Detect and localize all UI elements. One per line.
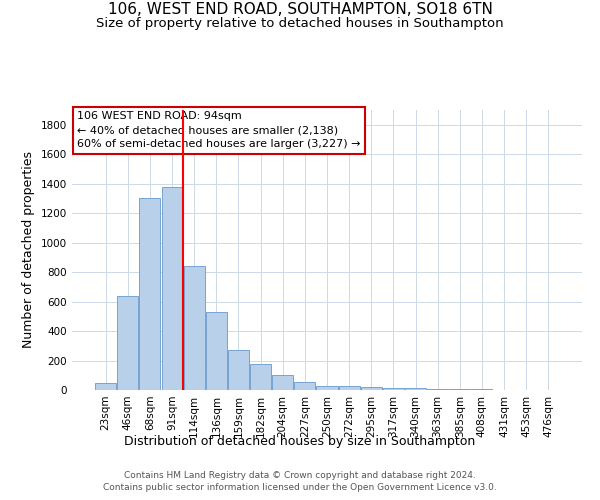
- Bar: [206, 312, 227, 390]
- Text: Size of property relative to detached houses in Southampton: Size of property relative to detached ho…: [96, 18, 504, 30]
- Bar: [272, 376, 293, 390]
- Bar: [361, 387, 382, 390]
- Text: Distribution of detached houses by size in Southampton: Distribution of detached houses by size …: [124, 435, 476, 448]
- Bar: [295, 382, 316, 390]
- Text: 106 WEST END ROAD: 94sqm
← 40% of detached houses are smaller (2,138)
60% of sem: 106 WEST END ROAD: 94sqm ← 40% of detach…: [77, 112, 361, 150]
- Bar: [161, 186, 182, 390]
- Bar: [383, 388, 404, 390]
- Text: Contains public sector information licensed under the Open Government Licence v3: Contains public sector information licen…: [103, 484, 497, 492]
- Text: Contains HM Land Registry data © Crown copyright and database right 2024.: Contains HM Land Registry data © Crown c…: [124, 471, 476, 480]
- Bar: [228, 350, 249, 390]
- Y-axis label: Number of detached properties: Number of detached properties: [22, 152, 35, 348]
- Bar: [95, 382, 116, 390]
- Bar: [405, 388, 426, 390]
- Bar: [472, 388, 493, 390]
- Bar: [184, 266, 205, 390]
- Bar: [427, 388, 448, 390]
- Bar: [316, 386, 338, 390]
- Bar: [250, 364, 271, 390]
- Bar: [118, 296, 139, 390]
- Bar: [338, 386, 359, 390]
- Text: 106, WEST END ROAD, SOUTHAMPTON, SO18 6TN: 106, WEST END ROAD, SOUTHAMPTON, SO18 6T…: [107, 2, 493, 18]
- Bar: [139, 198, 160, 390]
